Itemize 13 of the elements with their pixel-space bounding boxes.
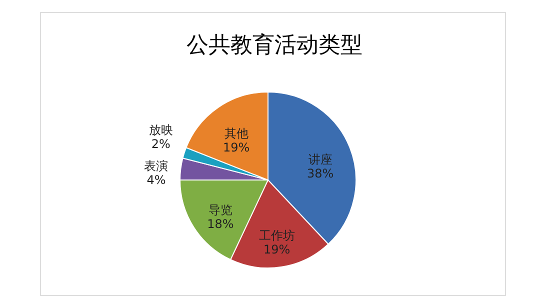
slice-label: 讲座 [308, 152, 332, 166]
slice-label: 工作坊 [258, 228, 295, 243]
slice-label: 放映 [148, 122, 173, 137]
chart-title: 公共教育活动类型 [186, 32, 362, 58]
data-label: 18% [207, 217, 234, 232]
data-label: 19% [223, 140, 250, 154]
data-label: 38% [307, 166, 334, 180]
data-label: 2% [151, 136, 170, 151]
data-label: 19% [263, 242, 290, 257]
data-label: 4% [146, 172, 166, 187]
slice-label: 表演 [144, 158, 168, 173]
slice-label: 其他 [224, 126, 248, 140]
slice-label: 导览 [208, 203, 232, 218]
